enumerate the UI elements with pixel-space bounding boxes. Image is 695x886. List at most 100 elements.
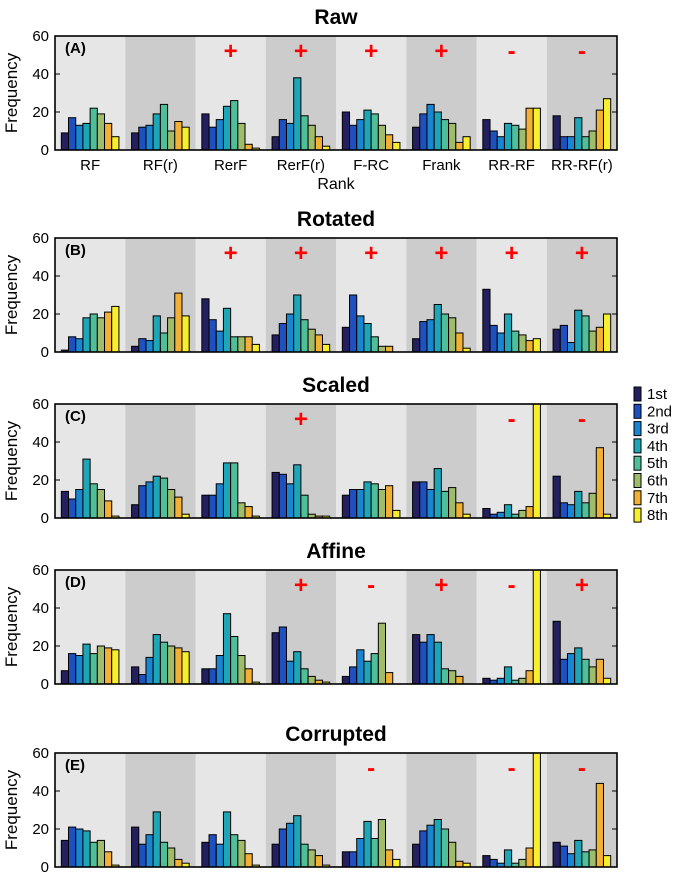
bar	[96, 839, 106, 868]
bar	[167, 130, 176, 151]
bar	[167, 645, 176, 685]
bar	[581, 851, 590, 868]
bar	[208, 668, 217, 685]
bar	[181, 651, 190, 685]
bar	[230, 336, 239, 353]
bar	[96, 489, 106, 519]
panel-title: Scaled	[302, 374, 370, 397]
bar	[574, 490, 583, 519]
bar	[307, 849, 316, 868]
bar	[377, 345, 387, 353]
bar	[532, 338, 541, 353]
y-tick-label: 40	[32, 600, 49, 617]
x-axis-label: Rank	[317, 176, 355, 193]
bar	[595, 782, 604, 868]
bar	[152, 634, 161, 685]
x-tick-label: RF	[80, 157, 100, 174]
bar	[588, 849, 597, 868]
bar	[145, 124, 154, 151]
bar	[440, 490, 450, 519]
panel-title: Rotated	[297, 208, 375, 231]
legend-label: 5th	[647, 455, 668, 472]
significance-minus-marker: -	[508, 755, 516, 782]
panel-label: (B)	[65, 242, 86, 259]
bar	[230, 462, 239, 519]
bar	[215, 119, 224, 151]
bar	[307, 124, 316, 151]
bar	[356, 315, 365, 353]
bar	[440, 313, 450, 353]
bar	[307, 328, 316, 353]
y-tick-label: 40	[32, 434, 49, 451]
bar	[68, 826, 77, 868]
bar	[145, 481, 154, 519]
y-tick-label: 20	[32, 638, 49, 655]
bar	[111, 136, 120, 151]
y-tick-label: 0	[41, 676, 49, 693]
significance-plus-marker: +	[575, 572, 589, 599]
bar	[104, 122, 113, 151]
bar	[131, 666, 140, 685]
bar	[595, 109, 604, 151]
panel-label: (D)	[65, 574, 86, 591]
bar	[532, 403, 541, 519]
legend-swatch	[633, 455, 642, 471]
y-tick-label: 0	[41, 859, 49, 876]
bar	[201, 841, 210, 868]
y-tick-label: 60	[32, 230, 49, 247]
significance-minus-marker: -	[508, 572, 516, 599]
bar	[237, 655, 246, 685]
legend-swatch	[633, 421, 642, 437]
bar	[222, 307, 232, 353]
bar	[278, 828, 287, 868]
bar	[222, 105, 232, 151]
bar	[518, 128, 527, 151]
bar	[433, 468, 442, 519]
panel-4: Affine + - + - + (D) 0 20 40 60 Frequency	[2, 540, 618, 693]
bar	[412, 481, 421, 519]
bar	[511, 124, 520, 151]
bar	[419, 641, 428, 685]
bar	[208, 126, 217, 151]
bar	[392, 141, 401, 151]
bar	[552, 115, 561, 151]
bar	[96, 317, 106, 353]
bar	[131, 504, 140, 519]
bar	[559, 502, 568, 519]
bar	[237, 502, 246, 519]
x-tick-label: RR-RF(r)	[551, 157, 613, 174]
bar	[433, 819, 442, 868]
y-tick-label: 20	[32, 306, 49, 323]
bar	[314, 136, 323, 151]
legend-swatch	[633, 403, 642, 419]
bar	[68, 653, 77, 685]
bar	[412, 338, 421, 353]
y-tick-label: 20	[32, 472, 49, 489]
bar	[566, 342, 576, 353]
bar	[96, 113, 106, 151]
bar	[532, 569, 541, 685]
bar	[426, 634, 435, 685]
bar	[89, 313, 98, 353]
bar	[201, 298, 210, 353]
bar	[285, 313, 295, 353]
bar	[215, 655, 224, 685]
bar	[111, 649, 120, 685]
bar	[285, 822, 295, 868]
bar	[595, 658, 604, 685]
bar	[363, 820, 372, 868]
bar	[341, 326, 351, 353]
bar	[482, 119, 491, 151]
bar	[525, 107, 534, 151]
bar	[574, 309, 583, 353]
bar	[370, 838, 379, 868]
significance-plus-marker: +	[505, 240, 519, 267]
bar	[349, 851, 358, 868]
bar	[349, 489, 358, 519]
significance-plus-marker: +	[364, 38, 378, 65]
bar	[496, 136, 505, 151]
bar	[419, 830, 428, 868]
y-tick-label: 0	[41, 142, 49, 159]
bar	[293, 77, 302, 151]
bar	[244, 336, 253, 353]
